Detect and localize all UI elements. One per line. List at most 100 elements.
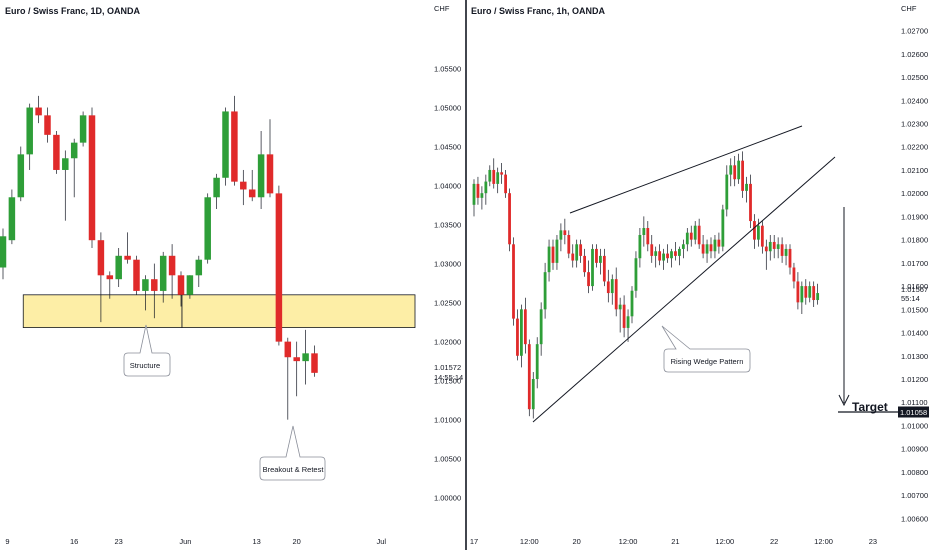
daily-price-tick: 1.03500	[434, 221, 461, 230]
daily-price-tick: 1.05000	[434, 104, 461, 113]
hourly-candle	[701, 234, 705, 259]
hourly-candle	[476, 176, 480, 205]
hourly-candle	[512, 237, 515, 326]
hourly-candle	[638, 228, 642, 268]
hourly-price-tick: 1.02400	[901, 96, 928, 105]
hourly-candle	[539, 302, 543, 356]
hourly-candle	[480, 186, 484, 210]
daily-time-tick: 13	[252, 537, 260, 546]
hourly-candle	[472, 179, 476, 217]
breakout-callout-label: Breakout & Retest	[263, 465, 325, 474]
hourly-candle-body	[804, 286, 808, 298]
daily-candle	[222, 107, 229, 186]
hourly-candle	[816, 283, 820, 305]
hourly-candle	[741, 151, 744, 198]
daily-chart-title: Euro / Swiss Franc, 1D, OANDA	[5, 6, 141, 16]
hourly-candle-body	[642, 228, 646, 235]
daily-candle-body	[240, 181, 247, 190]
hourly-time-tick: 12:00	[619, 537, 638, 546]
daily-candle	[53, 130, 60, 174]
hourly-candle-body	[670, 251, 673, 259]
hourly-candle-body	[630, 290, 634, 317]
hourly-candle-body	[531, 379, 535, 410]
hourly-candle-body	[788, 248, 792, 268]
hourly-candle	[646, 221, 650, 252]
target-arrowhead	[838, 394, 850, 407]
hourly-candle	[520, 304, 523, 368]
hourly-candle-body	[516, 318, 519, 356]
hourly-candle	[650, 234, 654, 263]
wedge-lower-trendline	[532, 156, 836, 423]
hourly-candle	[804, 279, 808, 305]
hourly-candle-body	[709, 244, 713, 252]
hourly-candle-body	[705, 244, 709, 254]
daily-candle	[8, 189, 16, 245]
daily-time-tick: 9	[5, 537, 9, 546]
hourly-candle-body	[757, 225, 760, 240]
daily-candle-body	[302, 353, 309, 362]
daily-candle	[124, 232, 131, 264]
daily-candle	[248, 169, 256, 202]
hourly-price-tick: 1.01000	[901, 421, 928, 430]
daily-candle	[88, 107, 96, 248]
daily-currency-label: CHF	[434, 4, 450, 13]
hourly-candle-body	[559, 230, 563, 240]
hourly-candle	[535, 337, 539, 389]
daily-candle	[26, 103, 33, 170]
daily-candle-body	[151, 279, 158, 291]
hourly-candle-body	[610, 279, 614, 294]
hourly-candle	[523, 297, 527, 354]
wedge-upper-trendline	[569, 125, 803, 214]
structure-callout-label: Structure	[130, 361, 160, 370]
hourly-candle	[800, 281, 804, 314]
daily-candle	[142, 275, 149, 311]
hourly-candle	[784, 244, 788, 266]
hourly-candle	[670, 248, 673, 268]
hourly-candle	[812, 281, 816, 308]
structure-callout-box	[123, 324, 171, 377]
hourly-candle-body	[523, 309, 527, 345]
hourly-chart-title: Euro / Swiss Franc, 1h, OANDA	[471, 6, 606, 16]
hourly-price-tick: 1.00800	[901, 468, 928, 477]
hourly-time-axis: 17 12:00 20 12:00 21 12:00 22 12:00 23	[470, 537, 877, 546]
daily-candle	[293, 341, 300, 397]
daily-candle-body	[79, 115, 87, 143]
hourly-candle-body	[622, 304, 626, 328]
hourly-candle-body	[768, 241, 772, 252]
hourly-candle-body	[812, 286, 816, 301]
hourly-candle	[788, 244, 792, 275]
hourly-time-tick: 12:00	[814, 537, 833, 546]
hourly-candle-body	[472, 183, 476, 205]
hourly-candle-body	[737, 160, 741, 180]
hourly-candle	[559, 223, 563, 252]
daily-candle	[62, 150, 69, 221]
hourly-candle-body	[547, 246, 551, 273]
daily-candle	[97, 232, 105, 323]
hourly-candle-body	[504, 174, 507, 194]
hourly-candle	[599, 248, 602, 275]
hourly-candle	[776, 237, 780, 259]
hourly-price-tick: 1.01400	[901, 329, 928, 338]
hourly-price-tick: 1.02000	[901, 189, 928, 198]
hourly-price-tick: 1.02300	[901, 119, 928, 128]
hourly-time-tick: 17	[470, 537, 478, 546]
hourly-candle	[674, 241, 677, 261]
daily-candle-body	[222, 111, 229, 178]
hourly-candle-body	[816, 293, 820, 301]
hourly-price-tick: 1.02200	[901, 143, 928, 152]
daily-candle-body	[275, 193, 283, 342]
hourly-candle	[745, 176, 748, 203]
daily-price-tick: 1.04000	[434, 182, 461, 191]
hourly-candle-body	[476, 183, 480, 198]
hourly-candle	[658, 244, 662, 266]
daily-candle	[231, 95, 238, 186]
daily-price-tick: 1.05500	[434, 65, 461, 74]
hourly-candle-body	[666, 253, 669, 259]
hourly-candle	[614, 267, 618, 317]
hourly-candle	[488, 165, 492, 187]
daily-candle	[186, 275, 194, 299]
hourly-price-tick: 1.01900	[901, 212, 928, 221]
daily-candle-body	[177, 275, 185, 295]
hourly-candle-body	[674, 251, 677, 256]
daily-candle-body	[44, 115, 51, 135]
